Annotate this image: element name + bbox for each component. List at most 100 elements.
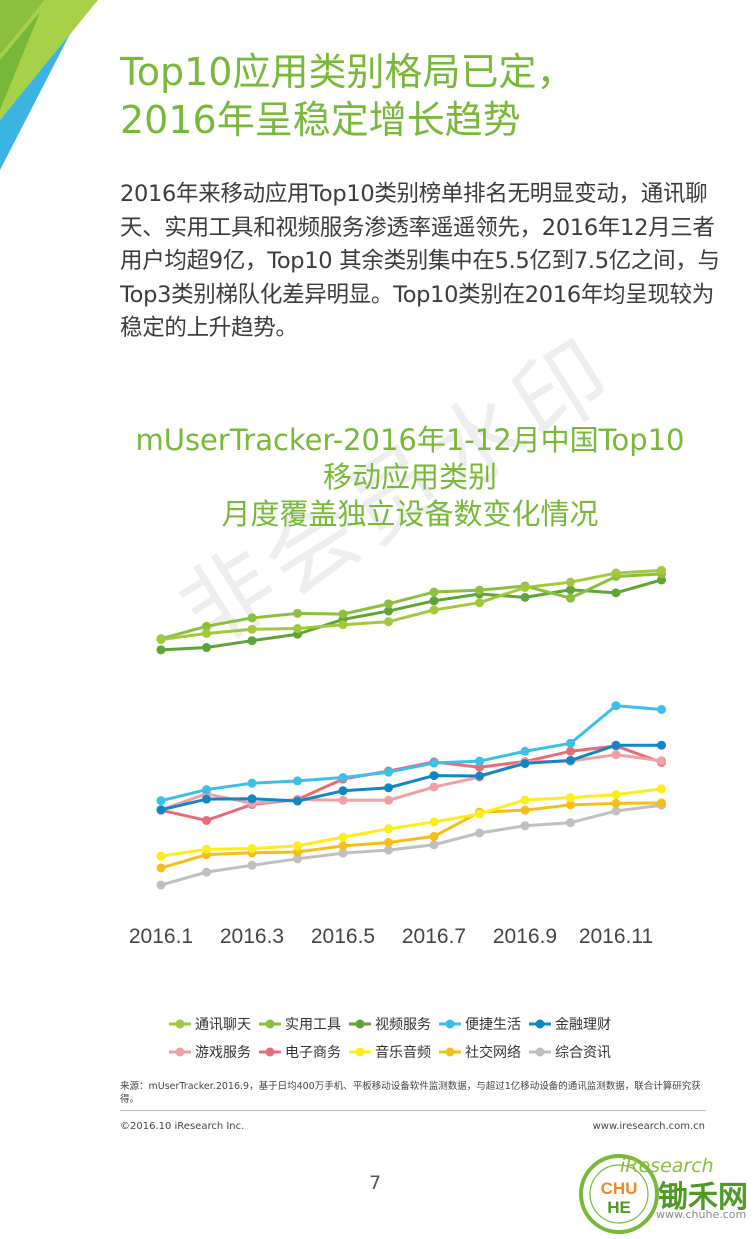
series-line (160, 743, 662, 812)
copyright-text: ©2016.10 iResearch Inc. (120, 1121, 245, 1132)
x-tick-label: 2016.11 (579, 925, 653, 948)
data-point (384, 837, 393, 847)
data-point (475, 828, 484, 838)
data-point (475, 756, 484, 766)
series-line (160, 578, 662, 652)
data-point (247, 844, 257, 854)
legend-label: 金融理财 (555, 1017, 611, 1033)
data-point (156, 880, 166, 890)
data-point (520, 795, 530, 805)
chuhe-logo: CHU HE (579, 1154, 659, 1234)
data-point (520, 746, 530, 756)
data-point (202, 628, 211, 638)
data-point (247, 860, 257, 870)
legend-item: 金融理财 (528, 1014, 611, 1034)
data-point (611, 798, 621, 808)
data-point (566, 585, 575, 595)
legend-swatch (349, 1047, 371, 1057)
data-point (657, 798, 666, 808)
data-point (429, 771, 439, 781)
footer-divider (120, 1110, 706, 1111)
legend-swatch (169, 1047, 191, 1057)
data-point (475, 771, 484, 781)
logo-wordmark: iResearch (620, 1155, 714, 1177)
series-社交网络 (156, 798, 666, 873)
data-point (247, 778, 257, 788)
svg-text:HE: HE (607, 1198, 631, 1217)
page-number: 7 (369, 1172, 382, 1194)
data-point (293, 854, 302, 864)
legend-label: 通讯聊天 (195, 1017, 251, 1033)
data-point (293, 624, 302, 634)
chart-title-line1: mUserTracker-2016年1-12月中国Top10 (135, 423, 685, 457)
legend-label: 社交网络 (465, 1045, 521, 1061)
data-point (338, 795, 348, 805)
data-point (429, 587, 439, 597)
legend-item: 电子商务 (258, 1042, 341, 1062)
data-point (566, 746, 575, 756)
data-point (429, 817, 439, 827)
legend-swatch (529, 1047, 551, 1057)
data-point (202, 785, 211, 795)
data-point (247, 624, 257, 634)
data-point (384, 783, 393, 793)
data-point (429, 605, 439, 615)
x-tick-label: 2016.5 (311, 925, 375, 948)
data-point (202, 867, 211, 877)
data-point (384, 845, 393, 855)
data-point (566, 738, 575, 748)
data-point (566, 755, 575, 765)
series-综合资讯 (156, 800, 666, 890)
data-point (611, 701, 621, 711)
legend-swatch (169, 1019, 191, 1029)
data-point (611, 740, 621, 750)
data-point (384, 617, 393, 627)
data-point (156, 635, 166, 645)
data-point (429, 840, 439, 850)
data-point (611, 806, 621, 816)
data-point (566, 818, 575, 828)
series-line (160, 753, 662, 812)
legend-item: 游戏服务 (168, 1042, 251, 1062)
legend-label: 便捷生活 (465, 1017, 521, 1033)
data-point (156, 863, 166, 873)
data-point (611, 790, 621, 800)
data-point (520, 758, 530, 768)
data-point (611, 588, 621, 598)
data-point (202, 621, 211, 631)
data-point (156, 805, 166, 815)
chart-legend: 通讯聊天 实用工具 视频服务 便捷生活 金融理财 游戏服务 电子商务 音乐音频 社交网络 综合资… (168, 1010, 708, 1066)
description-text: 2016年来移动应用Top10类别榜单排名无明显变动，通讯聊天、实用工具和视频服… (120, 181, 720, 341)
series-音乐音频 (156, 784, 666, 861)
series-金融理财 (156, 740, 666, 815)
chart-title-line2: 移动应用类别 (322, 460, 497, 494)
data-point (475, 585, 484, 595)
legend-item: 社交网络 (438, 1042, 521, 1062)
legend-label: 游戏服务 (195, 1045, 251, 1061)
data-point (566, 577, 575, 587)
legend-item: 通讯聊天 (168, 1014, 251, 1034)
data-point (202, 815, 211, 825)
data-point (520, 805, 530, 815)
data-point (429, 831, 439, 841)
legend-item: 音乐音频 (348, 1042, 431, 1062)
data-point (156, 851, 166, 861)
data-point (475, 598, 484, 608)
legend-label: 电子商务 (285, 1045, 341, 1061)
legend-row-2: 游戏服务 电子商务 音乐音频 社交网络 综合资讯 (168, 1038, 708, 1066)
legend-label: 实用工具 (285, 1017, 341, 1033)
series-便捷生活 (156, 701, 666, 806)
svg-text:CHU: CHU (601, 1179, 638, 1198)
data-point (429, 758, 439, 768)
page-title-line2: 2016年呈稳定增长趋势 (120, 98, 521, 142)
data-point (520, 821, 530, 831)
data-point (338, 620, 348, 630)
data-point (611, 568, 621, 578)
source-note: 来源：mUserTracker.2016.9，基于日均400万手机、平板移动设备… (120, 1081, 701, 1105)
x-tick-label: 2016.9 (493, 925, 557, 948)
series-line (160, 704, 662, 803)
data-point (338, 832, 348, 842)
page-title-line1: Top10应用类别格局已定， (120, 50, 575, 94)
data-point (247, 636, 257, 646)
series-通讯聊天 (156, 565, 666, 645)
